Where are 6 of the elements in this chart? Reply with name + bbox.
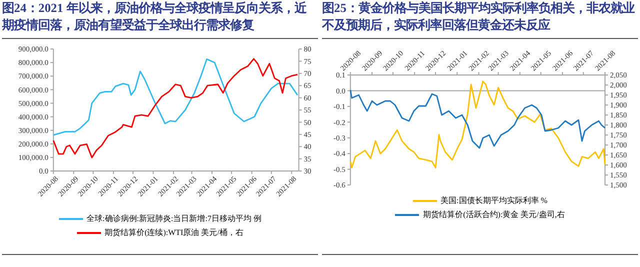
legend-label: 全球:确诊病例:新冠肺炎:当日新增:7日移动平均 例: [86, 213, 262, 224]
chart-title: 图24：2021 年以来，原油价格与全球疫情呈反向关系，近期疫情回落，原油有望受益于全球出行需求修复: [2, 0, 318, 39]
legend-label: 美国:国债长期平均实际利率 %: [440, 195, 548, 206]
legend-label: 期货结算价(活跃合约):黄金 美元/盎司,右: [423, 209, 565, 220]
legend-label: 期货结算价(连续):WTI原油 美元/桶，右: [104, 227, 244, 238]
chart-title: 图25：黄金价格与美国长期平均实际利率负相关，非农就业不及预期后，实际利率回落但黄金还未反应: [322, 0, 638, 39]
